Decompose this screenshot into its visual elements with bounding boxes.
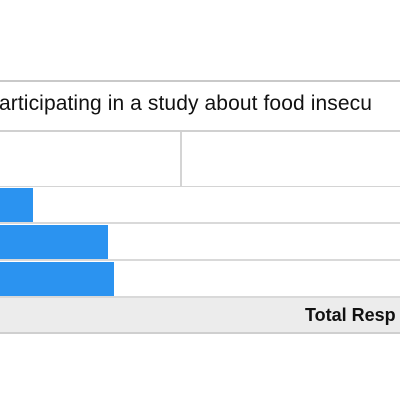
total-responses-label: Total Resp: [305, 305, 396, 325]
results-table: articipating in a study about food insec…: [0, 80, 400, 334]
response-row: [0, 261, 400, 298]
question-row: articipating in a study about food insec…: [0, 82, 400, 132]
response-bar: [0, 262, 114, 296]
response-bar: [0, 188, 33, 222]
response-row: [0, 224, 400, 261]
column-header-value: [182, 132, 400, 186]
total-responses-row: Total Resp: [0, 298, 400, 334]
column-header-answer: [0, 132, 182, 186]
response-bar: [0, 225, 108, 259]
response-row: [0, 187, 400, 224]
question-title: articipating in a study about food insec…: [0, 92, 373, 115]
column-header-row: [0, 132, 400, 187]
